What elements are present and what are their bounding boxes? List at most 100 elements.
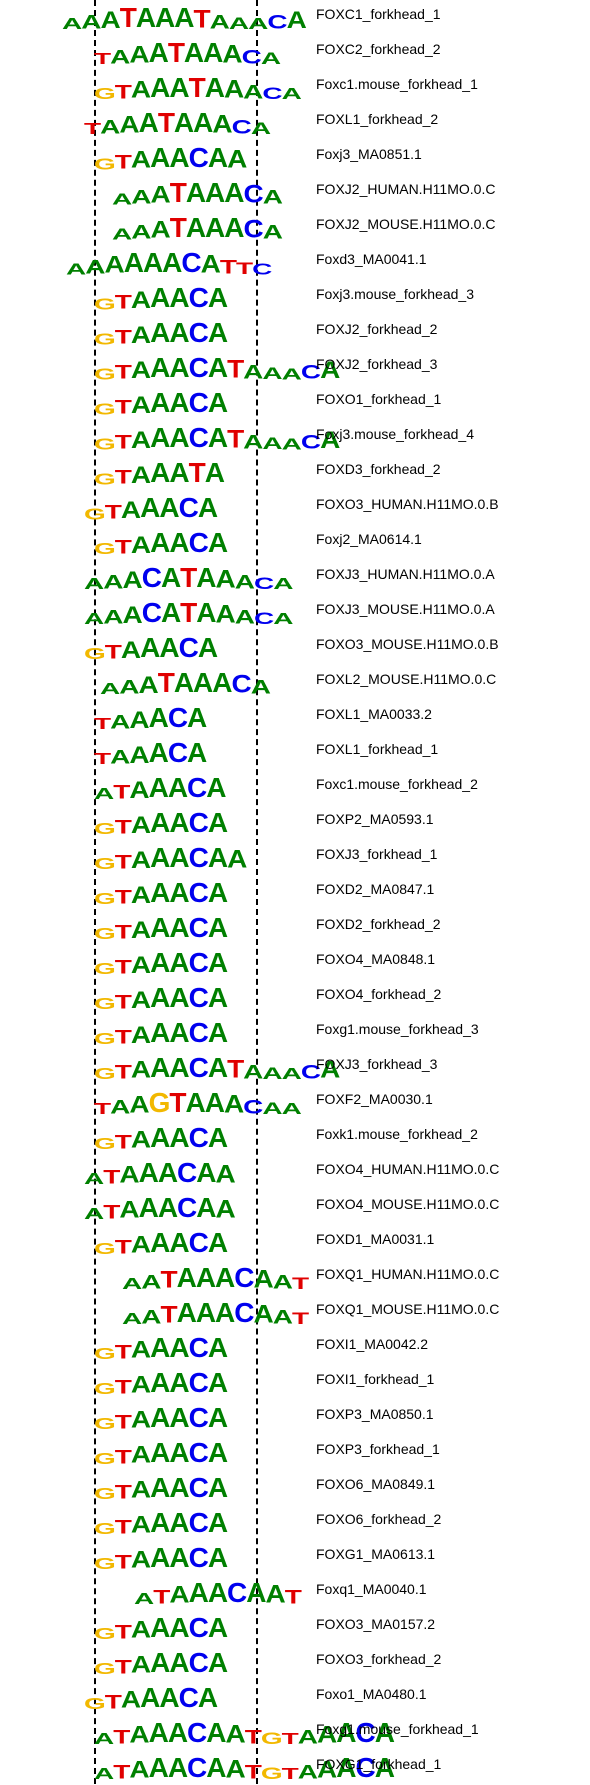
logo-letter: A <box>138 671 158 698</box>
motif-row: T A A G T A A A C A A FOXF2_MA0030.1 <box>0 1085 590 1120</box>
motif-label: FOXO3_MOUSE.H11MO.0.B <box>316 636 499 652</box>
logo-letter: A <box>196 562 216 593</box>
motif-row: G T A A A C A T A A A C A FOXJ3_forkhead_3 <box>0 1050 590 1085</box>
logo-letter: T <box>188 72 206 103</box>
logo-letter: A <box>130 391 151 418</box>
motif-label: Foxo1_MA0480.1 <box>316 1686 427 1702</box>
motif-row: A T A A A C A A T Foxq1_MA0040.1 <box>0 1575 590 1610</box>
logo-letter: A <box>150 1052 170 1083</box>
logo-letter: T <box>114 1481 132 1503</box>
motif-label: FOXJ2_MOUSE.H11MO.0.C <box>316 216 496 232</box>
motif-label: Foxc1.mouse_forkhead_1 <box>316 76 478 92</box>
logo-letter: A <box>204 457 225 488</box>
logo-letter: A <box>185 177 206 208</box>
logo-letter: C <box>187 772 207 803</box>
logo-letter: A <box>260 49 281 68</box>
logo-letter: T <box>114 1551 132 1573</box>
motif-label: FOXL1_forkhead_2 <box>316 111 439 127</box>
logo-letter: C <box>234 1297 254 1328</box>
logo-letter: C <box>300 1061 321 1083</box>
logo-letter: A <box>119 1196 139 1223</box>
logo-letter: A <box>207 912 228 943</box>
logo-letter: A <box>187 737 207 768</box>
logo-letter: A <box>207 1227 228 1258</box>
logo-letter: T <box>103 1201 120 1223</box>
logo-letter: G <box>94 1030 116 1048</box>
logo-letter: A <box>122 1275 142 1293</box>
logo-letter: T <box>180 562 197 593</box>
logo-letter: G <box>94 1660 116 1678</box>
motif-label: FOXJ3_forkhead_3 <box>316 1056 438 1072</box>
logo-letter: C <box>167 737 188 768</box>
logo-letter: A <box>150 1017 170 1048</box>
logo-letter: C <box>188 1402 209 1433</box>
motif-row: G T A A A C A FOXP3_forkhead_1 <box>0 1435 590 1470</box>
logo-letter: A <box>206 1717 226 1748</box>
logo-letter: G <box>94 365 116 383</box>
logo-letter: T <box>291 1274 309 1293</box>
logo-letter: C <box>188 387 209 418</box>
logo-letter: A <box>169 282 189 313</box>
logo-letter: A <box>176 1297 197 1328</box>
logo-letter: A <box>169 1332 189 1363</box>
logo-letter: A <box>169 1122 189 1153</box>
motif-row: G T A A A C A FOXI1_MA0042.2 <box>0 1330 590 1365</box>
motif-row: G T A A A C A T A A A C A Foxj3.mouse_forkhead_4 <box>0 420 590 455</box>
logo-letter: C <box>243 180 264 208</box>
logo-letter: C <box>188 982 209 1013</box>
logo-letter: G <box>94 400 116 418</box>
logo-letter: C <box>167 702 188 733</box>
logo-letter: A <box>150 1612 170 1643</box>
logo-letter: A <box>207 1332 228 1363</box>
logo-letter: A <box>169 387 189 418</box>
logo-letter: T <box>114 1411 132 1433</box>
logo-letter: A <box>205 212 225 243</box>
motif-row: G T A A A C A FOXP2_MA0593.1 <box>0 805 590 840</box>
logo-letter: A <box>150 877 170 908</box>
logo-letter: A <box>207 1017 228 1048</box>
motif-label: FOXJ2_forkhead_3 <box>316 356 438 372</box>
logo-letter: A <box>150 1647 170 1678</box>
logo-letter: T <box>114 1026 132 1048</box>
logo-letter: A <box>169 1227 189 1258</box>
logo-letter: A <box>112 190 132 208</box>
logo-letter: A <box>225 1755 246 1783</box>
logo-letter: C <box>177 1192 197 1223</box>
motif-label: FOXQ1_MOUSE.H11MO.0.C <box>316 1301 500 1317</box>
logo-letter: T <box>244 1761 262 1783</box>
logo-letter: G <box>94 1135 116 1153</box>
logo-letter: A <box>159 492 179 523</box>
logo-letter: A <box>207 1052 228 1083</box>
motif-row: G T A A A C A FOXD2_MA0847.1 <box>0 875 590 910</box>
logo-letter: A <box>223 1090 244 1118</box>
alignment-guide-left <box>94 0 96 1784</box>
motif-row: A A A T A A A C A FOXL2_MOUSE.H11MO.0.C <box>0 665 590 700</box>
logo-letter: A <box>138 1157 159 1188</box>
logo-letter: T <box>114 956 132 978</box>
logo-letter: T <box>193 5 211 33</box>
motif-label: FOXD3_forkhead_2 <box>316 461 441 477</box>
logo-letter: G <box>94 435 116 453</box>
logo-letter: C <box>227 1577 247 1608</box>
motif-label: FOXO3_HUMAN.H11MO.0.B <box>316 496 499 512</box>
logo-letter: C <box>187 1752 207 1783</box>
logo-letter: G <box>94 1065 116 1083</box>
logo-letter: T <box>114 466 132 488</box>
logo-letter: C <box>188 352 209 383</box>
motif-label: FOXP3_forkhead_1 <box>316 1441 440 1457</box>
logo-letter: G <box>94 1240 116 1258</box>
logo-letter: A <box>162 247 182 278</box>
logo-letter: A <box>134 1590 154 1608</box>
logo-letter: A <box>207 1472 228 1503</box>
motif-label: Foxj3.mouse_forkhead_3 <box>316 286 474 302</box>
logo-letter: A <box>130 986 151 1013</box>
logo-letter: A <box>169 72 189 103</box>
